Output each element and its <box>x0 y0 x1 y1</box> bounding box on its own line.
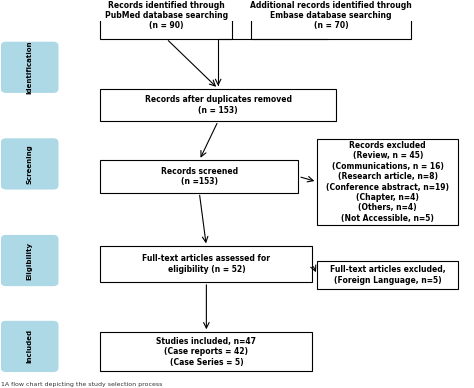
FancyBboxPatch shape <box>1 321 58 371</box>
Text: Eligibility: Eligibility <box>27 241 33 280</box>
Text: 1A flow chart depicting the study selection process: 1A flow chart depicting the study select… <box>1 382 163 387</box>
FancyBboxPatch shape <box>1 42 58 92</box>
FancyBboxPatch shape <box>100 246 312 282</box>
Text: Records after duplicates removed
(n = 153): Records after duplicates removed (n = 15… <box>145 95 292 114</box>
Text: Records screened
(n =153): Records screened (n =153) <box>161 167 238 186</box>
FancyBboxPatch shape <box>317 139 458 225</box>
FancyBboxPatch shape <box>1 139 58 189</box>
Text: Screening: Screening <box>27 144 33 184</box>
FancyBboxPatch shape <box>100 332 312 371</box>
Text: Identification: Identification <box>27 40 33 94</box>
FancyBboxPatch shape <box>100 0 232 39</box>
Text: Additional records identified through
Embase database searching
(n = 70): Additional records identified through Em… <box>250 0 412 30</box>
FancyBboxPatch shape <box>251 0 411 39</box>
FancyBboxPatch shape <box>317 260 458 289</box>
Text: Studies included, n=47
(Case reports = 42)
(Case Series = 5): Studies included, n=47 (Case reports = 4… <box>156 337 256 367</box>
Text: Records identified through
PubMed database searching
(n = 90): Records identified through PubMed databa… <box>105 0 228 30</box>
FancyBboxPatch shape <box>1 236 58 286</box>
Text: Included: Included <box>27 329 33 364</box>
Text: Records excluded
(Review, n = 45)
(Communications, n = 16)
(Research article, n=: Records excluded (Review, n = 45) (Commu… <box>326 141 449 223</box>
FancyBboxPatch shape <box>100 160 298 192</box>
Text: Full-text articles excluded,
(Foreign Language, n=5): Full-text articles excluded, (Foreign La… <box>330 265 446 284</box>
Text: Full-text articles assessed for
eligibility (n = 52): Full-text articles assessed for eligibil… <box>142 255 270 274</box>
FancyBboxPatch shape <box>100 89 336 121</box>
